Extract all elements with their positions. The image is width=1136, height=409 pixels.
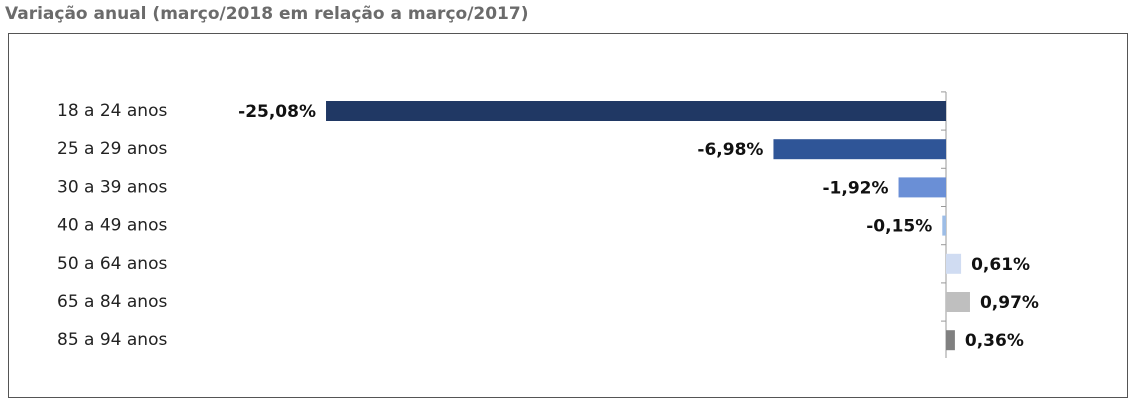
category-label: 25 a 29 anos [57, 139, 167, 159]
bar [942, 215, 946, 236]
value-label: -0,15% [866, 217, 932, 237]
category-label: 40 a 49 anos [57, 216, 167, 236]
bar [773, 139, 946, 160]
bar [946, 292, 970, 312]
category-label: 30 a 39 anos [57, 177, 167, 197]
category-label: 85 a 94 anos [57, 330, 167, 350]
bar [326, 101, 946, 121]
title-bar [0, 0, 1136, 33]
value-label: -1,92% [822, 178, 888, 198]
bar [946, 253, 962, 274]
bar [946, 330, 955, 351]
value-label: -25,08% [238, 102, 316, 122]
category-label: 65 a 84 anos [57, 292, 167, 312]
value-label: 0,61% [971, 255, 1030, 275]
chart-frame [8, 33, 1128, 398]
category-label: 50 a 64 anos [57, 254, 167, 274]
value-label: -6,98% [697, 140, 763, 160]
value-label: 0,36% [965, 331, 1024, 351]
category-label: 18 a 24 anos [57, 101, 167, 121]
chart-title: Variação anual (março/2018 em relação a … [5, 4, 529, 24]
bar [898, 177, 946, 198]
value-label: 0,97% [980, 293, 1039, 313]
